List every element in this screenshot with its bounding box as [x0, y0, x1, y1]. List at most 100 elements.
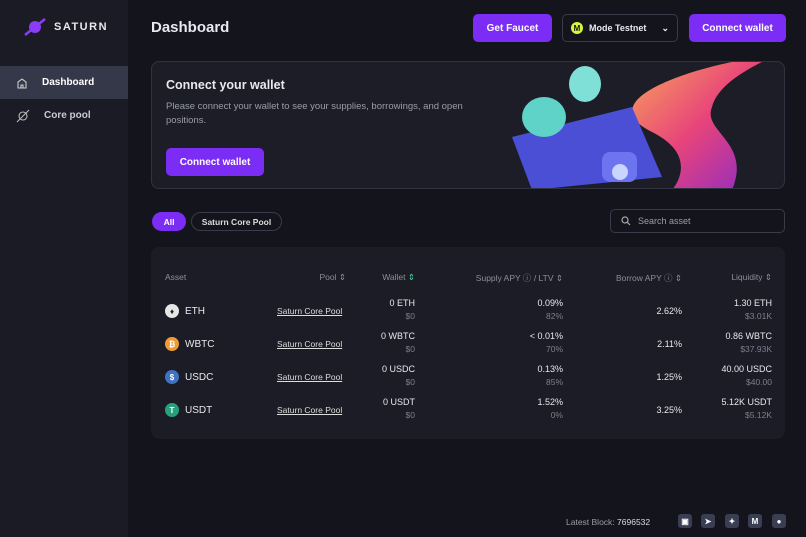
liquidity-cell: 5.12K USDT $5.12K: [721, 397, 772, 420]
pool-link[interactable]: Saturn Core Pool: [277, 372, 343, 382]
header-borrow-label: Borrow APY: [615, 273, 662, 283]
latest-block-label: Latest Block:: [566, 517, 615, 527]
planet-icon: [16, 109, 30, 122]
sidebar-item-label: Dashboard: [42, 77, 95, 88]
network-select[interactable]: M Mode Testnet ⌄: [562, 14, 678, 42]
header-supply-apy[interactable]: Supply APY ⓘ / LTV ⇕: [476, 272, 563, 284]
info-icon[interactable]: ⓘ: [663, 273, 673, 283]
brand-name: SATURN: [54, 21, 109, 33]
github-icon[interactable]: ●: [772, 514, 786, 528]
header-supply-label: Supply APY: [475, 273, 521, 283]
info-icon[interactable]: ⓘ: [522, 273, 532, 283]
liquidity-cell: 0.86 WBTC $37.93K: [725, 331, 772, 354]
medium-icon[interactable]: M: [748, 514, 762, 528]
logo[interactable]: SATURN: [24, 17, 108, 37]
ltv: 82%: [545, 311, 563, 321]
borrow-apy: 1.25%: [656, 372, 682, 382]
asset-name: USDT: [185, 404, 213, 416]
sidebar-item-core-pool[interactable]: Core pool: [0, 99, 128, 132]
discord-icon[interactable]: ▣: [678, 514, 692, 528]
wallet-usd: $0: [405, 410, 415, 420]
asset-name: ETH: [185, 305, 205, 317]
supply-apy: 0.13%: [537, 364, 563, 374]
sort-icon: ⇕: [674, 273, 682, 283]
sidebar-item-label: Core pool: [44, 110, 91, 121]
assets-table: Asset Pool ⇕ Wallet ⇕ Supply APY ⓘ / LTV…: [151, 247, 785, 439]
latest-block: Latest Block: 7696532: [566, 517, 650, 527]
sidebar: SATURN Dashboard Core pool: [0, 0, 128, 537]
wallet-amount: 0 USDT: [382, 397, 415, 407]
chevron-down-icon: ⌄: [661, 22, 669, 33]
sidebar-item-dashboard[interactable]: Dashboard: [0, 66, 128, 99]
borrow-apy: 3.25%: [656, 405, 682, 415]
pool-link[interactable]: Saturn Core Pool: [277, 306, 343, 316]
wallet-amount: 0 USDC: [381, 364, 415, 374]
liquidity-amount: 1.30 ETH: [733, 298, 772, 308]
header-liquidity[interactable]: Liquidity ⇕: [731, 272, 772, 283]
pool-link[interactable]: Saturn Core Pool: [277, 405, 343, 415]
sort-icon: ⇕: [555, 273, 563, 283]
search-input[interactable]: Search asset: [610, 209, 785, 233]
latest-block-number: 7696532: [617, 517, 651, 527]
sort-icon: ⇕: [338, 272, 346, 282]
supply-cell: 0.09% 82%: [537, 298, 563, 321]
connect-wallet-header-button[interactable]: Connect wallet: [689, 14, 786, 42]
wallet-cell: 0 USDC $0: [382, 364, 415, 387]
supply-cell: 0.13% 85%: [537, 364, 563, 387]
supply-cell: 1.52% 0%: [537, 397, 563, 420]
wallet-cell: 0 ETH $0: [389, 298, 415, 321]
header-wallet[interactable]: Wallet ⇕: [382, 272, 415, 283]
header-pool-label: Pool: [319, 272, 337, 282]
pool-link[interactable]: Saturn Core Pool: [277, 339, 343, 349]
search-icon: [621, 216, 631, 226]
banner-text: Please connect your wallet to see your s…: [166, 101, 463, 126]
borrow-apy: 2.62%: [656, 306, 682, 316]
usdt-token-icon: T: [165, 403, 179, 417]
header-pool[interactable]: Pool ⇕: [319, 272, 346, 283]
wallet-cell: 0 WBTC $0: [381, 331, 415, 354]
get-faucet-button[interactable]: Get Faucet: [473, 14, 552, 42]
borrow-apy: 2.11%: [657, 339, 682, 349]
connect-wallet-button[interactable]: Connect wallet: [166, 148, 264, 176]
liquidity-amount: 40.00 USDC: [721, 364, 772, 374]
wallet-amount: 0 WBTC: [380, 331, 415, 341]
sort-icon: ⇕: [407, 272, 415, 282]
ltv: 0%: [550, 410, 563, 420]
liquidity-amount: 0.86 WBTC: [725, 331, 772, 341]
header-wallet-label: Wallet: [382, 272, 406, 282]
asset-name: USDC: [185, 371, 214, 383]
ltv: 70%: [545, 344, 563, 354]
liquidity-cell: 40.00 USDC $40.00: [721, 364, 772, 387]
liquidity-usd: $3.01K: [745, 311, 772, 321]
mode-network-icon: M: [571, 22, 583, 34]
twitter-icon[interactable]: ✦: [725, 514, 739, 528]
asset-cell: ₿ WBTC: [165, 337, 214, 351]
asset-name: WBTC: [185, 338, 215, 350]
network-label: Mode Testnet: [589, 23, 647, 33]
supply-apy: 0.09%: [537, 298, 563, 308]
saturn-logo-icon: [24, 18, 46, 36]
telegram-icon[interactable]: ➤: [701, 514, 715, 528]
liquidity-usd: $40.00: [746, 377, 772, 387]
supply-apy: < 0.01%: [529, 331, 563, 341]
asset-cell: T USDT: [165, 403, 212, 417]
sort-icon: ⇕: [764, 272, 772, 282]
header-borrow-apy[interactable]: Borrow APY ⓘ ⇕: [616, 272, 682, 284]
liquidity-usd: $37.93K: [740, 344, 772, 354]
filter-all[interactable]: All: [152, 212, 186, 231]
usdc-token-icon: $: [165, 370, 179, 384]
header-ltv-label: / LTV: [533, 273, 554, 283]
wallet-usd: $0: [405, 344, 415, 354]
supply-cell: < 0.01% 70%: [530, 331, 563, 354]
header-liquidity-label: Liquidity: [731, 272, 763, 282]
wallet-amount: 0 ETH: [389, 298, 415, 308]
filter-saturn-core-pool[interactable]: Saturn Core Pool: [191, 212, 282, 231]
liquidity-cell: 1.30 ETH $3.01K: [734, 298, 772, 321]
wallet-cell: 0 USDT $0: [383, 397, 415, 420]
connect-wallet-banner: Connect your wallet Please connect your …: [151, 61, 785, 189]
liquidity-usd: $5.12K: [745, 410, 772, 420]
wallet-usd: $0: [405, 311, 415, 321]
liquidity-amount: 5.12K USDT: [721, 397, 772, 407]
search-placeholder: Search asset: [638, 216, 691, 226]
wallet-usd: $0: [405, 377, 415, 387]
